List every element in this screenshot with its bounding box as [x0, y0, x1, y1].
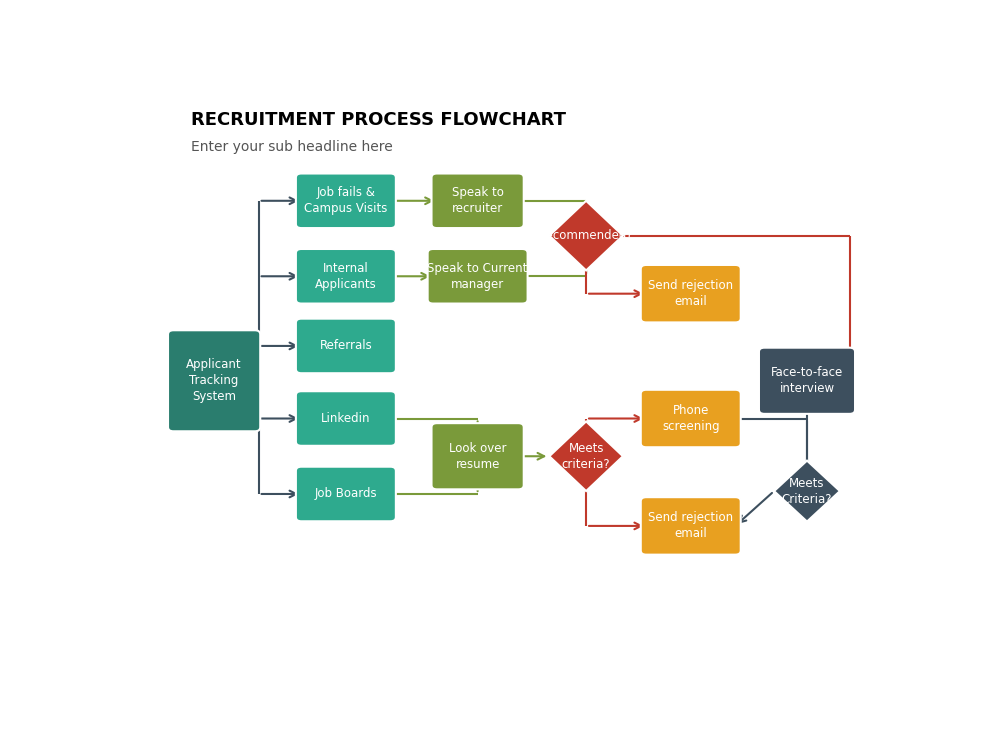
FancyBboxPatch shape: [296, 319, 396, 373]
Text: Internal
Applicants: Internal Applicants: [315, 262, 377, 291]
FancyBboxPatch shape: [296, 249, 396, 304]
Text: Speak to Current
manager: Speak to Current manager: [427, 262, 528, 291]
Polygon shape: [549, 421, 623, 491]
Text: Meets
criteria?: Meets criteria?: [562, 442, 610, 470]
Text: Job fails &
Campus Visits: Job fails & Campus Visits: [304, 186, 388, 216]
FancyBboxPatch shape: [296, 391, 396, 446]
FancyBboxPatch shape: [296, 173, 396, 228]
Text: Linkedin: Linkedin: [321, 412, 371, 425]
FancyBboxPatch shape: [641, 390, 741, 447]
Text: Send rejection
email: Send rejection email: [648, 279, 733, 308]
Text: Meets
Criteria?: Meets Criteria?: [782, 477, 832, 506]
Text: Referrals: Referrals: [320, 339, 372, 352]
FancyBboxPatch shape: [641, 497, 741, 555]
FancyBboxPatch shape: [428, 249, 528, 304]
Text: RECRUITMENT PROCESS FLOWCHART: RECRUITMENT PROCESS FLOWCHART: [191, 111, 566, 129]
Text: Phone
screening: Phone screening: [662, 404, 720, 433]
FancyBboxPatch shape: [641, 265, 741, 323]
Text: Applicant
Tracking
System: Applicant Tracking System: [186, 358, 242, 403]
Polygon shape: [774, 461, 840, 522]
Text: Send rejection
email: Send rejection email: [648, 511, 733, 541]
FancyBboxPatch shape: [432, 423, 524, 489]
Text: Speak to
recruiter: Speak to recruiter: [452, 186, 504, 216]
Polygon shape: [549, 201, 623, 271]
Text: Face-to-face
interview: Face-to-face interview: [771, 366, 843, 395]
FancyBboxPatch shape: [759, 348, 855, 414]
Text: Look over
resume: Look over resume: [449, 442, 506, 470]
Text: Job Boards: Job Boards: [315, 488, 377, 501]
Text: Enter your sub headline here: Enter your sub headline here: [191, 139, 393, 154]
FancyBboxPatch shape: [432, 173, 524, 228]
FancyBboxPatch shape: [296, 467, 396, 521]
FancyBboxPatch shape: [168, 330, 260, 431]
Text: Recommended?: Recommended?: [539, 229, 633, 242]
